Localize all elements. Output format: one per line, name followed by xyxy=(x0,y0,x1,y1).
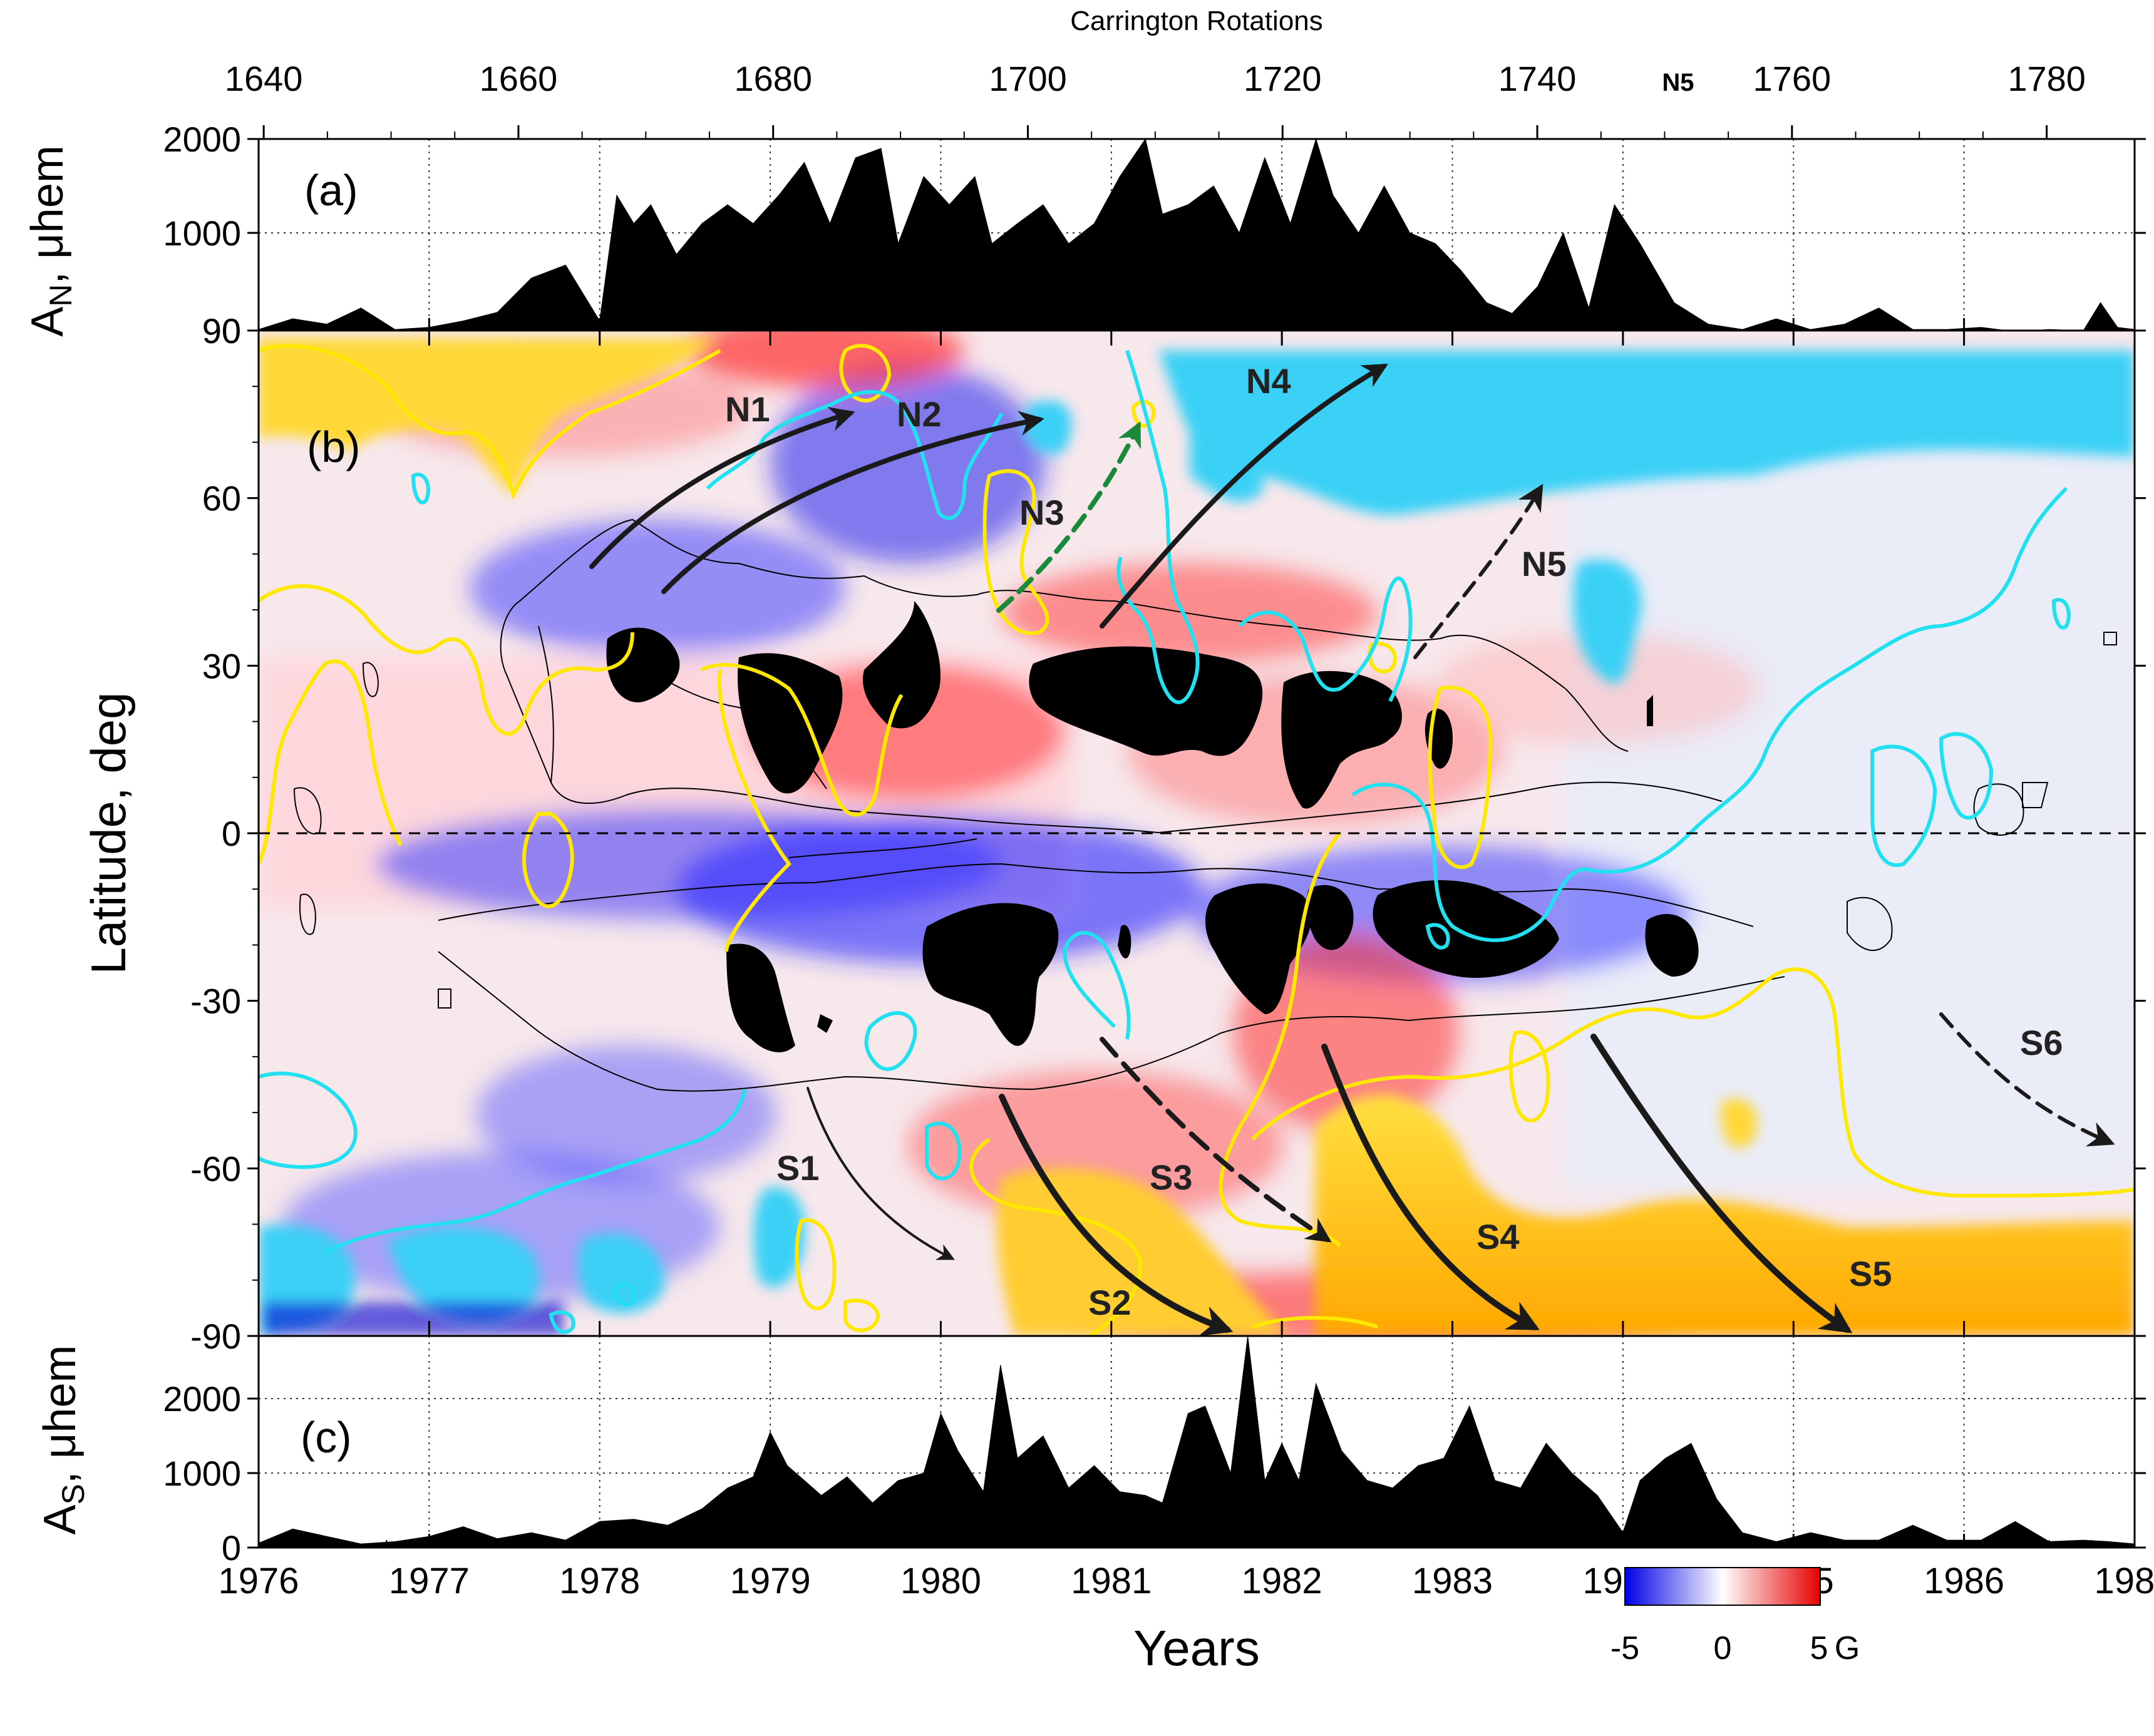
label-s4: S4 xyxy=(1476,1217,1520,1256)
yellow-contours xyxy=(259,344,2135,1336)
arrow-n2 xyxy=(661,411,1044,594)
label-s3: S3 xyxy=(1150,1158,1193,1197)
panel-a: 2000 1000 90 (a) AN, μhem xyxy=(23,120,2146,351)
y-tick-label-c: 1000 xyxy=(163,1454,241,1493)
panel-label-c: (c) xyxy=(301,1413,352,1462)
top-annotation-n5: N5 xyxy=(1662,69,1694,96)
y-axis-ticks-a: 2000 1000 90 xyxy=(163,120,2146,351)
top-tick-label: 1700 xyxy=(989,59,1067,98)
area-series-south xyxy=(259,1336,2135,1548)
top-tick-label: 1640 xyxy=(225,59,303,98)
stream-labels: N1 N2 N3 N4 N5 S1 S2 S3 S4 S5 S6 xyxy=(725,361,2063,1322)
y-tick-label-c: 0 xyxy=(222,1528,241,1568)
colorbar-tick-neg: -5 xyxy=(1610,1630,1639,1667)
arrow-s1 xyxy=(806,1087,956,1260)
label-s2: S2 xyxy=(1088,1283,1131,1322)
top-axis-title: Carrington Rotations xyxy=(1070,6,1323,36)
y-axis-title-a-sub: N xyxy=(43,284,78,307)
top-tick-label: 1740 xyxy=(1498,59,1577,98)
y-tick-label-a: 1000 xyxy=(163,213,241,253)
top-tick-label: 1780 xyxy=(2007,59,2086,98)
label-n3: N3 xyxy=(1019,493,1064,532)
arrow-s6 xyxy=(1939,1012,2115,1147)
y-axis-title-c-main: A xyxy=(35,1504,85,1534)
colorbar-tick-zero: 0 xyxy=(1714,1630,1732,1667)
x-tick-label: 1986 xyxy=(1924,1561,2004,1601)
top-tick-label: 1720 xyxy=(1244,59,1322,98)
y-tick-label-b: 60 xyxy=(202,479,241,518)
colorbar-tick-pos: 5 xyxy=(1810,1630,1828,1667)
top-tick-label: 1660 xyxy=(480,59,558,98)
x-tick-label: 1976 xyxy=(218,1561,299,1601)
label-n2: N2 xyxy=(897,394,942,434)
arrow-n3 xyxy=(996,421,1141,613)
top-tick-label: 1760 xyxy=(1753,59,1832,98)
y-tick-label-a: 90 xyxy=(202,311,241,351)
colorbar-gradient xyxy=(1624,1567,1821,1606)
x-tick-label: 1977 xyxy=(389,1561,470,1601)
y-tick-label-b: -60 xyxy=(190,1149,241,1188)
cyan-contours xyxy=(259,350,2071,1334)
y-tick-label-a: 2000 xyxy=(163,120,241,159)
label-n5: N5 xyxy=(1522,544,1567,583)
y-tick-label-b: 30 xyxy=(202,646,241,686)
arrow-n4 xyxy=(1100,364,1388,629)
panel-b: N1 N2 N3 N4 N5 S1 S2 S3 S4 S5 S6 90 60 30 0… xyxy=(81,311,2146,1356)
x-tick-label: 1980 xyxy=(900,1561,981,1601)
label-s6: S6 xyxy=(2020,1023,2063,1062)
y-tick-label-c: 2000 xyxy=(163,1379,241,1419)
y-axis-title-c-unit: , μhem xyxy=(35,1345,85,1484)
y-tick-label-b: 0 xyxy=(222,814,241,853)
top-tick-label: 1680 xyxy=(734,59,812,98)
y-axis-ticks-c: 2000 1000 0 xyxy=(163,1379,2146,1568)
colorbar: -5 0 5 G xyxy=(1610,1567,1860,1667)
y-axis-title-b: Latitude, deg xyxy=(81,692,136,974)
y-tick-label-b: 90 xyxy=(202,311,241,351)
y-axis-ticks-b: 90 60 30 0 -30 -60 -90 xyxy=(190,311,2146,1356)
panel-c: 2000 1000 0 (c) AS, μhem xyxy=(35,1335,2146,1568)
magnetic-field-map: N1 N2 N3 N4 N5 S1 S2 S3 S4 S5 S6 xyxy=(259,331,2135,1336)
x-tick-label: 1978 xyxy=(559,1561,640,1601)
top-axis-ticks: 1640 1660 1680 1700 1720 1740 1760 1780 xyxy=(225,59,2086,139)
y-axis-title-c: AS, μhem xyxy=(35,1345,91,1535)
arrow-s4 xyxy=(1321,1044,1540,1330)
arrow-n5 xyxy=(1413,483,1543,659)
x-axis-title: Years xyxy=(1133,1620,1260,1676)
x-tick-label: 1983 xyxy=(1412,1561,1493,1601)
y-axis-title-c-sub: S xyxy=(56,1484,91,1504)
y-axis-title-a-unit: , μhem xyxy=(23,145,73,284)
arrow-s2 xyxy=(999,1094,1234,1336)
label-s1: S1 xyxy=(776,1148,820,1188)
y-axis-title-a-main: A xyxy=(23,307,73,337)
arrow-s3 xyxy=(1100,1037,1332,1243)
arrow-n1 xyxy=(589,407,855,569)
y-axis-title-a: AN, μhem xyxy=(23,145,78,337)
label-n1: N1 xyxy=(725,389,770,429)
x-tick-label: 1987 xyxy=(2094,1561,2154,1601)
colorbar-unit: G xyxy=(1835,1630,1860,1667)
stream-arrows xyxy=(589,364,2115,1336)
y-tick-label-b: -90 xyxy=(190,1317,241,1356)
x-tick-label: 1979 xyxy=(730,1561,811,1601)
active-regions-south xyxy=(726,880,1699,1052)
y-tick-label-b: -30 xyxy=(190,982,241,1021)
active-regions-north xyxy=(606,601,1653,809)
arrow-s5 xyxy=(1590,1034,1853,1333)
panel-label-b: (b) xyxy=(307,423,361,471)
label-n4: N4 xyxy=(1246,361,1291,401)
x-tick-label: 1981 xyxy=(1071,1561,1152,1601)
x-tick-label: 1982 xyxy=(1242,1561,1322,1601)
panel-label-a: (a) xyxy=(304,166,358,215)
area-series-north xyxy=(259,139,2135,331)
label-s5: S5 xyxy=(1849,1254,1892,1293)
